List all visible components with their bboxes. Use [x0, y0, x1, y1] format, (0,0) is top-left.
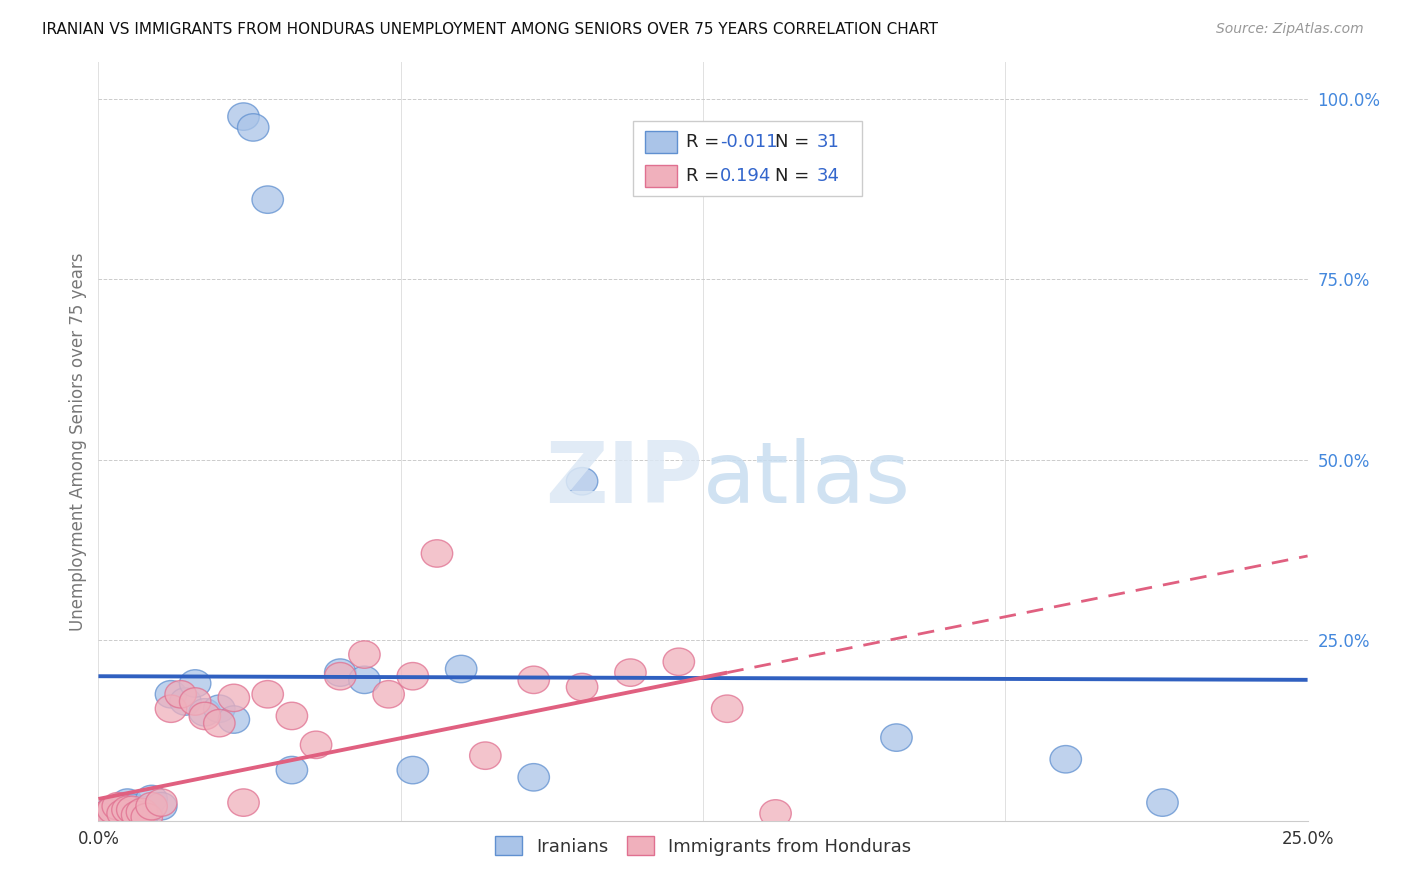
- Ellipse shape: [103, 798, 134, 826]
- Ellipse shape: [567, 467, 598, 495]
- Text: N =: N =: [775, 167, 815, 185]
- Ellipse shape: [121, 801, 153, 829]
- Ellipse shape: [170, 688, 201, 715]
- Text: IRANIAN VS IMMIGRANTS FROM HONDURAS UNEMPLOYMENT AMONG SENIORS OVER 75 YEARS COR: IRANIAN VS IMMIGRANTS FROM HONDURAS UNEM…: [42, 22, 938, 37]
- Ellipse shape: [165, 681, 197, 708]
- Ellipse shape: [252, 186, 284, 213]
- Ellipse shape: [218, 684, 250, 712]
- Ellipse shape: [1147, 789, 1178, 816]
- Ellipse shape: [238, 113, 269, 141]
- Ellipse shape: [325, 663, 356, 690]
- Text: R =: R =: [686, 133, 725, 151]
- Ellipse shape: [567, 673, 598, 701]
- Ellipse shape: [188, 702, 221, 730]
- Ellipse shape: [131, 804, 163, 830]
- Ellipse shape: [117, 796, 148, 823]
- Text: -0.011: -0.011: [720, 133, 778, 151]
- Ellipse shape: [349, 666, 380, 694]
- Ellipse shape: [131, 796, 163, 823]
- Ellipse shape: [470, 742, 501, 770]
- Ellipse shape: [517, 764, 550, 791]
- Ellipse shape: [517, 666, 550, 694]
- Text: ZIP: ZIP: [546, 438, 703, 521]
- Ellipse shape: [146, 792, 177, 820]
- Ellipse shape: [422, 540, 453, 567]
- Text: 34: 34: [817, 167, 839, 185]
- Ellipse shape: [180, 670, 211, 698]
- FancyBboxPatch shape: [633, 120, 862, 196]
- Ellipse shape: [155, 681, 187, 708]
- Ellipse shape: [180, 688, 211, 715]
- Text: 0.194: 0.194: [720, 167, 772, 185]
- Ellipse shape: [117, 794, 148, 822]
- Ellipse shape: [349, 640, 380, 668]
- Text: 31: 31: [817, 133, 839, 151]
- Ellipse shape: [301, 731, 332, 758]
- Y-axis label: Unemployment Among Seniors over 75 years: Unemployment Among Seniors over 75 years: [69, 252, 87, 631]
- Ellipse shape: [127, 804, 157, 830]
- Ellipse shape: [218, 706, 250, 733]
- FancyBboxPatch shape: [645, 130, 676, 153]
- Ellipse shape: [136, 785, 167, 813]
- Ellipse shape: [664, 648, 695, 675]
- Ellipse shape: [276, 756, 308, 784]
- Ellipse shape: [155, 695, 187, 723]
- Ellipse shape: [396, 756, 429, 784]
- FancyBboxPatch shape: [645, 165, 676, 187]
- Ellipse shape: [276, 702, 308, 730]
- Ellipse shape: [446, 656, 477, 682]
- Legend: Iranians, Immigrants from Honduras: Iranians, Immigrants from Honduras: [485, 827, 921, 864]
- Ellipse shape: [103, 792, 134, 820]
- Ellipse shape: [136, 792, 167, 820]
- Ellipse shape: [188, 698, 221, 726]
- Ellipse shape: [97, 801, 129, 829]
- Ellipse shape: [396, 663, 429, 690]
- Ellipse shape: [93, 800, 124, 827]
- Ellipse shape: [325, 659, 356, 686]
- Text: N =: N =: [775, 133, 815, 151]
- Text: atlas: atlas: [703, 438, 911, 521]
- Ellipse shape: [1050, 746, 1081, 773]
- Ellipse shape: [97, 796, 129, 823]
- Ellipse shape: [228, 103, 259, 130]
- Ellipse shape: [107, 800, 138, 827]
- Ellipse shape: [87, 804, 120, 830]
- Ellipse shape: [111, 789, 143, 816]
- Text: R =: R =: [686, 167, 731, 185]
- Ellipse shape: [93, 800, 124, 827]
- Ellipse shape: [127, 798, 157, 826]
- Ellipse shape: [204, 695, 235, 723]
- Ellipse shape: [107, 792, 138, 820]
- Text: Source: ZipAtlas.com: Source: ZipAtlas.com: [1216, 22, 1364, 37]
- Ellipse shape: [373, 681, 405, 708]
- Ellipse shape: [228, 789, 259, 816]
- Ellipse shape: [204, 709, 235, 737]
- Ellipse shape: [97, 796, 129, 823]
- Ellipse shape: [107, 796, 138, 823]
- Ellipse shape: [121, 800, 153, 827]
- Ellipse shape: [880, 724, 912, 751]
- Ellipse shape: [252, 681, 284, 708]
- Ellipse shape: [711, 695, 742, 723]
- Ellipse shape: [87, 804, 120, 830]
- Ellipse shape: [614, 659, 647, 686]
- Ellipse shape: [759, 800, 792, 827]
- Ellipse shape: [146, 789, 177, 816]
- Ellipse shape: [111, 796, 143, 823]
